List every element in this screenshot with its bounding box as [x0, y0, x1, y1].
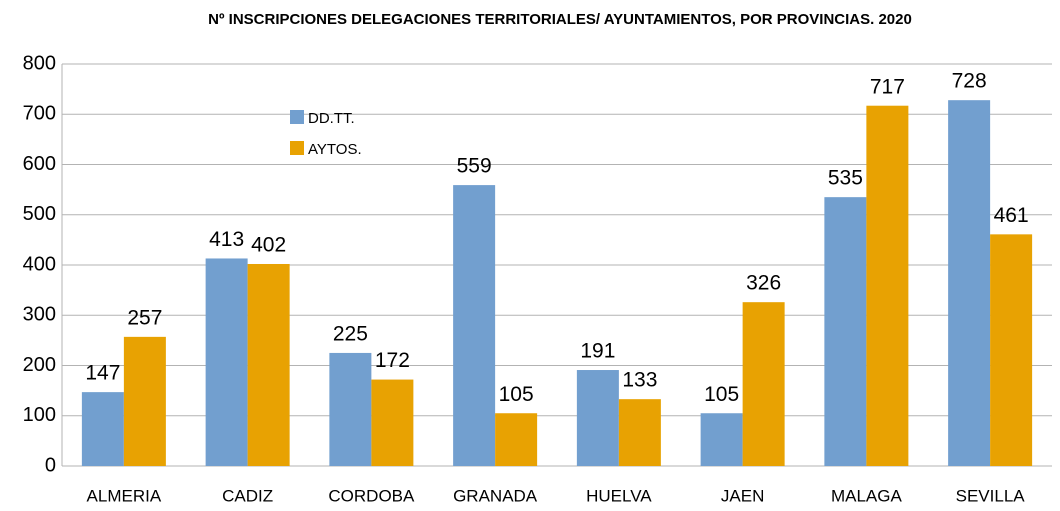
value-label: 133 — [622, 369, 657, 392]
value-label: 191 — [580, 340, 615, 363]
x-tick-label: ALMERIA — [87, 486, 162, 505]
bar — [990, 234, 1033, 466]
bar — [81, 392, 124, 466]
bar — [123, 336, 166, 466]
value-label: 728 — [952, 70, 987, 93]
bar — [453, 185, 496, 467]
bar — [495, 413, 538, 466]
bar — [371, 379, 414, 466]
x-tick-label: GRANADA — [453, 486, 538, 505]
bar — [948, 100, 991, 467]
value-label: 225 — [333, 322, 368, 345]
y-tick-label: 300 — [23, 304, 56, 326]
value-label: 105 — [704, 383, 739, 406]
value-label: 413 — [209, 228, 244, 251]
value-label: 559 — [457, 155, 492, 178]
bar — [618, 399, 661, 466]
value-label: 257 — [127, 306, 162, 329]
x-tick-label: JAEN — [721, 486, 764, 505]
x-tick-label: CADIZ — [222, 486, 273, 505]
legend-swatch — [290, 110, 304, 124]
value-label: 402 — [251, 234, 286, 257]
y-tick-label: 700 — [23, 103, 56, 125]
y-tick-label: 100 — [23, 404, 56, 426]
value-label: 326 — [746, 272, 781, 295]
bar — [742, 302, 785, 466]
bar — [329, 352, 372, 466]
y-tick-label: 0 — [45, 454, 56, 476]
y-tick-label: 200 — [23, 354, 56, 376]
y-tick-label: 400 — [23, 253, 56, 275]
value-label: 147 — [85, 362, 120, 385]
value-label: 535 — [828, 167, 863, 190]
x-tick-label: MALAGA — [831, 486, 903, 505]
y-tick-label: 800 — [23, 52, 56, 74]
legend-label: DD.TT. — [308, 110, 355, 127]
x-tick-label: CORDOBA — [328, 486, 415, 505]
bar — [866, 105, 909, 467]
value-label: 461 — [994, 204, 1029, 227]
bar — [205, 258, 248, 466]
value-label: 717 — [870, 75, 905, 98]
x-tick-label: SEVILLA — [956, 486, 1026, 505]
legend-label: AYTOS. — [308, 141, 362, 158]
legend-swatch — [290, 141, 304, 155]
value-label: 172 — [375, 349, 410, 372]
bar — [576, 370, 619, 466]
x-tick-label: HUELVA — [586, 486, 652, 505]
value-label: 105 — [499, 383, 534, 406]
y-tick-label: 600 — [23, 153, 56, 175]
bar — [247, 263, 290, 466]
bar — [700, 413, 743, 466]
chart-title: Nº INSCRIPCIONES DELEGACIONES TERRITORIA… — [208, 11, 912, 28]
y-tick-label: 500 — [23, 203, 56, 225]
bar — [824, 197, 867, 466]
